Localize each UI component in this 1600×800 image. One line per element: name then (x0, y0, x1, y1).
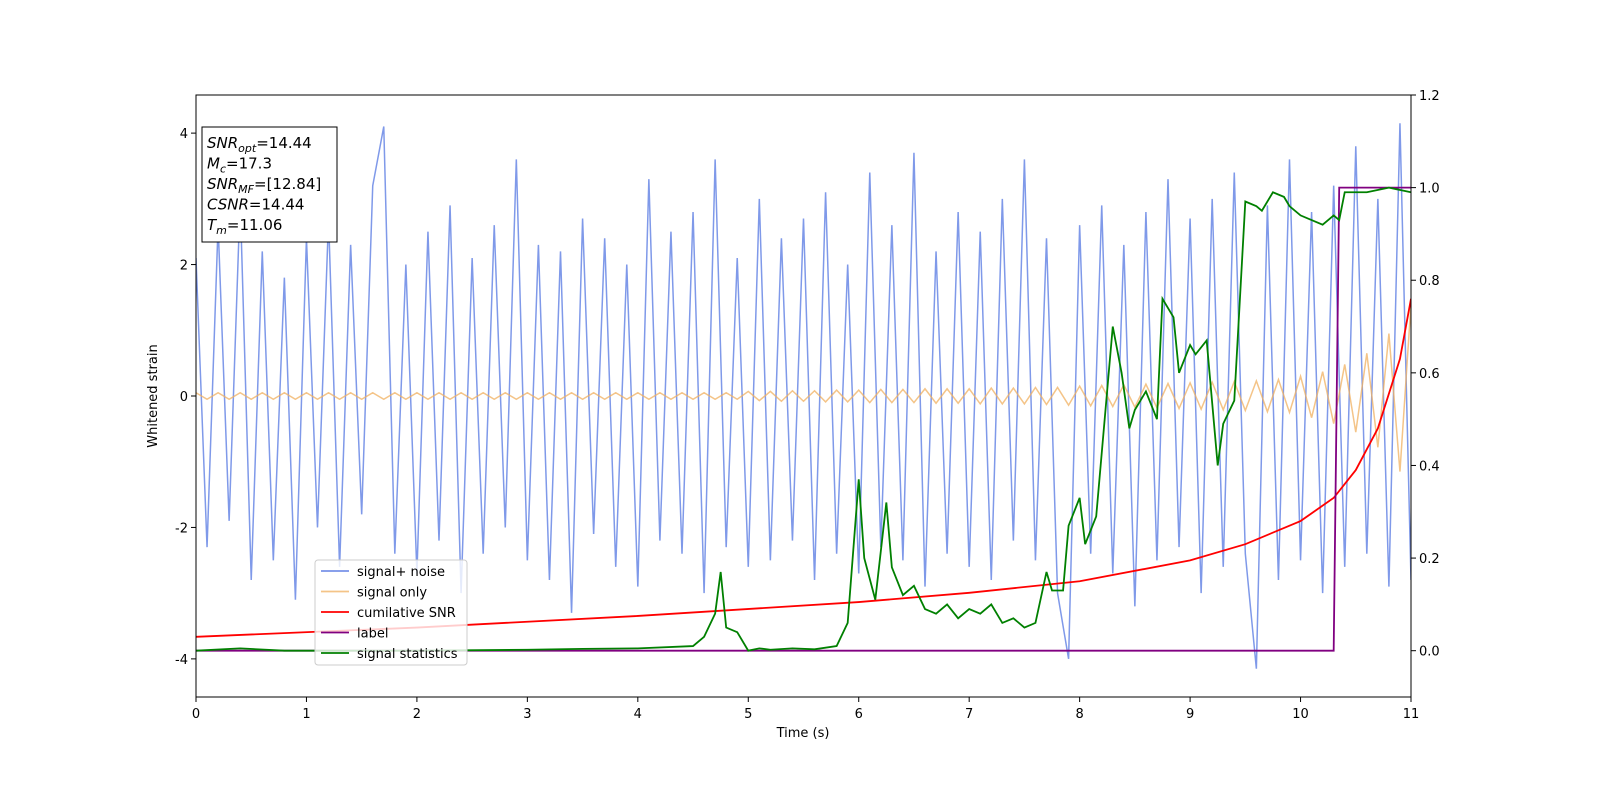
x-tick-label: 11 (1403, 707, 1420, 722)
x-axis-label: Time (s) (776, 726, 830, 741)
x-tick-label: 1 (302, 707, 310, 722)
annotation-value: =14.44 (249, 196, 305, 214)
annotation-subscript: c (220, 163, 226, 176)
y2-tick-label: 0.0 (1419, 645, 1440, 660)
x-tick-label: 4 (634, 707, 642, 722)
annotation-symbol: SNR (207, 175, 238, 193)
y-tick-label: 4 (180, 127, 188, 142)
x-tick-label: 6 (855, 707, 863, 722)
x-tick-label: 0 (192, 707, 200, 722)
series-line (196, 298, 1411, 638)
annotation-value: =14.44 (256, 134, 312, 152)
y2-tick-label: 1.2 (1419, 89, 1440, 104)
legend-box (314, 559, 468, 666)
legend-label: cumilative SNR (357, 606, 456, 621)
x-tick-label: 2 (413, 707, 421, 722)
x-tick-label: 7 (965, 707, 973, 722)
annotation-subscript: m (216, 224, 227, 237)
annotation-value: =17.3 (226, 155, 272, 173)
y-tick-label: 0 (180, 390, 188, 405)
y2-tick-label: 0.6 (1419, 367, 1440, 382)
legend-label: label (357, 627, 388, 642)
x-tick-label: 9 (1186, 707, 1194, 722)
annotation-line: Tm=11.06 (207, 216, 282, 237)
y-tick-label: -2 (175, 521, 188, 536)
annotation-value: =11.06 (227, 216, 283, 234)
x-tick-label: 10 (1292, 707, 1309, 722)
y-axis-label: Whitened strain (146, 344, 161, 447)
y2-tick-label: 0.8 (1419, 274, 1440, 289)
y2-tick-label: 1.0 (1419, 182, 1440, 197)
annotation-subscript: opt (238, 142, 257, 155)
annotation-symbol: T (207, 216, 218, 234)
x-tick-label: 3 (523, 707, 531, 722)
legend-label: signal statistics (357, 647, 458, 662)
annotation-symbol: M (207, 155, 220, 173)
series-line (196, 303, 1411, 472)
y2-tick-label: 0.4 (1419, 459, 1440, 474)
annotation-subscript: MF (238, 183, 254, 196)
annotation-box (201, 126, 338, 243)
legend-label: signal only (357, 586, 427, 601)
y-tick-label: -4 (175, 653, 188, 668)
annotation-line: SNRopt=14.44 (207, 134, 312, 155)
annotation-line: SNRMF=[12.84] (207, 175, 321, 196)
annotation-symbol: CSNR (207, 196, 249, 214)
annotation-value: =[12.84] (254, 175, 321, 193)
x-tick-label: 8 (1075, 707, 1083, 722)
y-tick-label: 2 (180, 259, 188, 274)
y2-tick-label: 0.2 (1419, 552, 1440, 567)
annotation-symbol: SNR (207, 134, 238, 152)
series-line (196, 123, 1411, 669)
annotation-line: Mc=17.3 (207, 155, 272, 176)
legend-label: signal+ noise (357, 565, 445, 580)
series-line (196, 186, 1411, 652)
series-line (196, 186, 1411, 652)
annotation-line: CSNR=14.44 (207, 196, 304, 214)
x-tick-label: 5 (744, 707, 752, 722)
